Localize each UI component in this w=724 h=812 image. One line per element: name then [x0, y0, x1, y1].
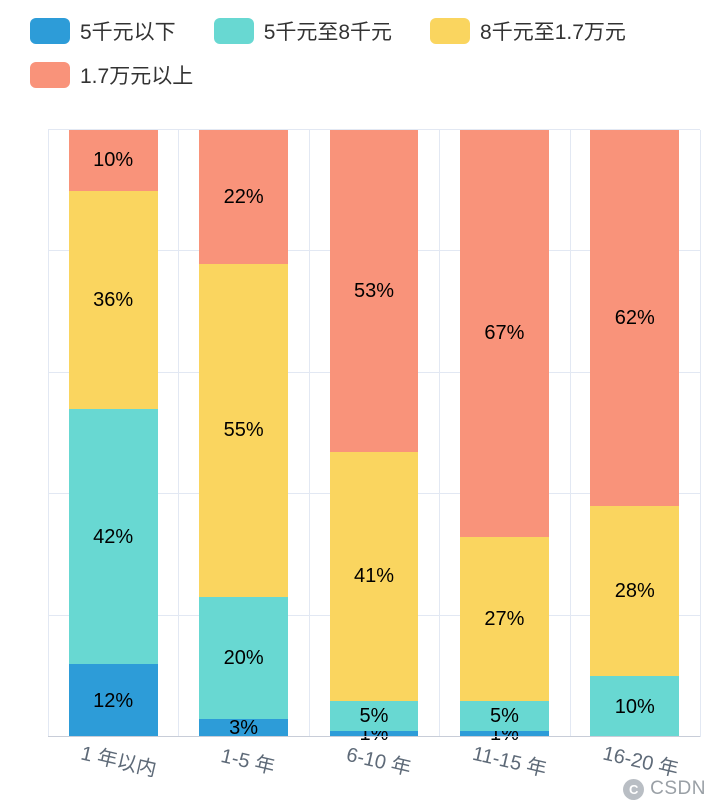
legend-item-label: 5千元至8千元: [263, 21, 393, 44]
bar-segment[interactable]: 28%: [590, 506, 680, 677]
bar-segment[interactable]: 55%: [199, 263, 288, 598]
bar-segment[interactable]: 27%: [460, 536, 549, 701]
legend-swatch: [30, 18, 70, 44]
legend-swatch: [430, 18, 471, 44]
bar-column-1: 12% 42% 36% 10%: [48, 130, 178, 737]
bar-segment[interactable]: 10%: [68, 130, 158, 191]
bar-segment[interactable]: 3%: [199, 716, 288, 739]
legend-item-label: 5千元以下: [80, 21, 176, 44]
segment-value-label: 67%: [484, 322, 525, 345]
bar-segment[interactable]: 53%: [329, 130, 419, 452]
bar-segment[interactable]: 42%: [68, 409, 158, 665]
bar-column-4: 1% 5% 27% 67%: [439, 130, 569, 744]
plot-area: 12% 42% 36% 10% 3% 20% 55% 22% 1% 5% 41% 53% 1% 5% 27%…: [48, 129, 701, 744]
gridline-vertical: [308, 130, 310, 737]
bar-segment[interactable]: 5%: [329, 700, 419, 731]
x-axis-label-2: 1-5 年: [218, 745, 277, 779]
legend-row-2: 1.7万元以上: [30, 60, 714, 90]
legend-item-2[interactable]: 5千元至8千元: [213, 16, 393, 46]
stacked-bar-1[interactable]: 12% 42% 36% 10%: [68, 130, 158, 737]
segment-value-label: 10%: [93, 149, 134, 172]
segment-value-label: 27%: [484, 607, 525, 630]
bar-column-2: 3% 20% 55% 22%: [178, 130, 308, 739]
legend-swatch: [30, 62, 70, 88]
stacked-bar-2[interactable]: 3% 20% 55% 22%: [199, 130, 288, 739]
segment-value-label: 41%: [353, 565, 395, 588]
bar-segment[interactable]: 5%: [460, 700, 549, 731]
segment-value-label: 20%: [223, 647, 264, 670]
gridline-vertical: [569, 130, 571, 737]
bar-segment[interactable]: 12%: [68, 664, 158, 737]
legend-item-label: 1.7万元以上: [80, 65, 194, 88]
legend: 5千元以下 5千元至8千元 8千元至1.7万元 1.7万元以上: [30, 16, 714, 104]
segment-value-label: 5%: [359, 704, 389, 727]
segment-value-label: 62%: [614, 307, 655, 330]
watermark-label: CSDN: [650, 778, 706, 799]
stacked-bar-3[interactable]: 1% 5% 41% 53%: [329, 130, 419, 744]
segment-value-label: 36%: [93, 288, 134, 311]
bar-segment[interactable]: 10%: [590, 676, 680, 737]
gridline-vertical: [700, 130, 701, 737]
legend-item-3[interactable]: 8千元至1.7万元: [430, 16, 626, 46]
segment-value-label: 22%: [223, 185, 264, 208]
legend-swatch: [213, 18, 254, 44]
legend-item-1[interactable]: 5千元以下: [30, 16, 176, 46]
bar-segment[interactable]: 22%: [199, 130, 288, 264]
stacked-bar-5[interactable]: 10% 28% 62%: [590, 130, 680, 737]
bar-column-5: 10% 28% 62%: [570, 130, 700, 737]
x-axis-label-1: 1 年以内: [78, 742, 159, 782]
segment-value-label: 53%: [353, 279, 395, 302]
legend-row-1: 5千元以下 5千元至8千元 8千元至1.7万元: [30, 16, 714, 46]
bar-segment[interactable]: 20%: [199, 597, 288, 719]
gridline-vertical: [439, 130, 441, 737]
bar-segment[interactable]: 62%: [590, 130, 680, 507]
bar-segment[interactable]: 67%: [460, 130, 549, 537]
segment-value-label: 55%: [223, 419, 264, 442]
legend-item-label: 8千元至1.7万元: [480, 21, 626, 44]
segment-value-label: 3%: [229, 716, 259, 739]
gridline-horizontal: [48, 129, 700, 130]
gridline-vertical: [178, 130, 180, 737]
segment-value-label: 28%: [614, 580, 655, 603]
x-axis-label-5: 16-20 年: [600, 742, 681, 782]
watermark: C CSDN: [623, 778, 706, 800]
segment-value-label: 5%: [489, 704, 519, 727]
segment-value-label: 10%: [614, 695, 655, 718]
bar-segment[interactable]: 41%: [329, 451, 419, 701]
bars-container: 12% 42% 36% 10% 3% 20% 55% 22% 1% 5% 41% 53% 1% 5% 27%…: [48, 130, 700, 744]
bar-column-3: 1% 5% 41% 53%: [309, 130, 439, 744]
gridline-vertical: [48, 130, 49, 737]
legend-item-4[interactable]: 1.7万元以上: [30, 60, 193, 90]
bar-segment[interactable]: 36%: [68, 190, 158, 410]
x-axis: 1 年以内 1-5 年 6-10 年 11-15 年 16-20 年: [48, 743, 700, 803]
csdn-logo-icon: C: [623, 778, 645, 800]
stacked-bar-4[interactable]: 1% 5% 27% 67%: [460, 130, 549, 744]
segment-value-label: 42%: [93, 525, 134, 548]
x-axis-line: [48, 736, 700, 737]
segment-value-label: 12%: [93, 689, 134, 712]
